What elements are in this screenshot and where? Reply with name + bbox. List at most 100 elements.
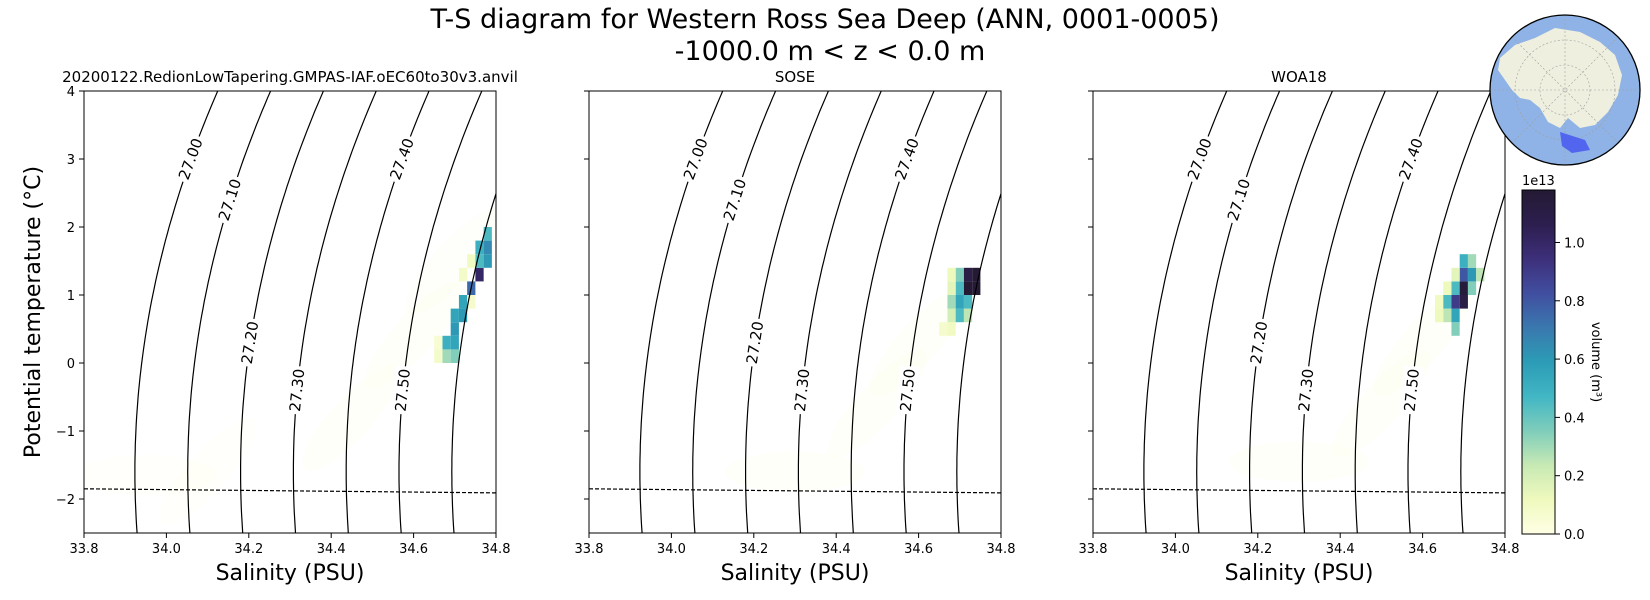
antarctica-landmass (1498, 28, 1622, 128)
density-contour (187, 91, 272, 533)
x-tick-label: 34.6 (904, 542, 933, 557)
y-tick-label: −2 (56, 493, 75, 508)
heatmap-cell (434, 349, 443, 363)
density-contour (292, 91, 377, 533)
freezing-line (589, 488, 1001, 494)
freezing-line (84, 488, 496, 494)
contour-label: 27.60 (997, 136, 1029, 183)
y-tick-label: 0 (67, 357, 75, 372)
density-contour (1460, 191, 1505, 533)
contour-label: 27.50 (897, 368, 919, 413)
density-contour (1619, 91, 1650, 533)
inset-border (1489, 14, 1641, 166)
low-volume-region (84, 455, 216, 496)
contour-label: 27.20 (238, 320, 262, 365)
heatmap-cell (1467, 281, 1477, 295)
heatmap-cell (947, 267, 956, 282)
x-tick-label: 33.8 (70, 542, 99, 557)
colorbar-tick-label: 0.2 (1564, 470, 1585, 485)
x-tick-label: 34.4 (1326, 542, 1355, 557)
colorbar: 1e13 volume (m³) 0.0 0.2 0.4 0.6 0.8 1.0 (1521, 174, 1603, 543)
contour-label-bg (653, 461, 673, 509)
y-tick-label: 3 (67, 153, 75, 168)
contour-label: 27.10 (215, 177, 245, 223)
heatmap-cell (939, 322, 948, 336)
density-contour (1063, 91, 1146, 533)
x-tick-label: 34.6 (399, 542, 428, 557)
contour-label: 27.30 (1295, 368, 1317, 413)
heatmap-cell (434, 335, 443, 350)
density-contour (797, 91, 882, 533)
x-tick-label: 34.8 (987, 542, 1016, 557)
heatmap-cell (1451, 267, 1460, 282)
low-volume-region (725, 451, 865, 492)
contour-label-bg (213, 173, 247, 226)
heatmap-cell (947, 322, 956, 336)
contour-label-bg (678, 133, 714, 185)
contour-label-bg (889, 133, 925, 185)
x-tick-label: 33.8 (1079, 542, 1108, 557)
contour-label: 27.60 (492, 136, 524, 183)
low-volume-region (405, 207, 496, 315)
heatmap-cell (450, 335, 459, 350)
contour-label: 27.50 (1401, 368, 1423, 413)
x-tick-label: 34.0 (152, 542, 181, 557)
heatmap-cell (483, 254, 492, 268)
density-contour (956, 191, 1001, 533)
heatmap-cell (955, 308, 964, 323)
contour-label: 27.10 (720, 177, 750, 223)
contour-label: 27.20 (743, 320, 767, 365)
axes-frame (1092, 90, 1506, 534)
heatmap-cell (963, 295, 973, 309)
heatmap-cell (442, 335, 451, 350)
density-contour (240, 91, 324, 533)
contour-label-bg (496, 365, 521, 415)
antarctic-peninsula (1470, 46, 1490, 60)
heatmap-cell (947, 281, 956, 295)
density-contour (1196, 91, 1281, 533)
low-volume-region (302, 363, 401, 472)
contour-label-bg (895, 365, 921, 416)
density-contour (451, 191, 496, 533)
x-axis-label: Salinity (PSU) (721, 561, 870, 586)
low-volume-region (869, 288, 968, 397)
heatmap-cell (475, 254, 484, 268)
heatmap-cell (1434, 308, 1444, 323)
heatmap-cell (955, 267, 964, 282)
contour-label: 27.80 (1053, 436, 1072, 479)
contour-label-bg (1399, 365, 1425, 416)
contour-label: 27.00 (680, 136, 712, 183)
contour-label-bg (718, 173, 752, 226)
x-tick-label: 33.8 (575, 542, 604, 557)
heatmap-cell (1443, 295, 1452, 309)
colorbar-tick-label: 1.0 (1564, 236, 1585, 251)
x-tick-label: 34.2 (1243, 542, 1272, 557)
density-contour (505, 91, 588, 533)
contour-label-bg (1393, 133, 1429, 185)
contour-label: 27.70 (497, 368, 519, 413)
panel-title: 20200122.RedionLowTapering.GMPAS-IAF.oEC… (62, 68, 518, 86)
heatmap-cell (963, 281, 973, 295)
colorbar-exponent: 1e13 (1522, 174, 1555, 189)
region-polygon (1560, 132, 1590, 153)
y-axis-label: Potential temperature (°C) (21, 166, 46, 458)
x-tick-label: 34.6 (1408, 542, 1437, 557)
heatmap-cell (1443, 281, 1452, 295)
density-contour (692, 91, 777, 533)
heatmap-cell (442, 349, 451, 363)
heatmap-cell (475, 267, 484, 282)
x-tick-label: 34.8 (482, 542, 511, 557)
x-tick-label: 34.0 (1161, 542, 1190, 557)
heatmap-cell (1467, 254, 1477, 268)
heatmap-cell (972, 267, 981, 282)
freezing-line (1093, 488, 1505, 494)
x-axis-label: Salinity (PSU) (216, 561, 365, 586)
colorbar-tick-label: 0.4 (1564, 411, 1585, 426)
low-volume-region (158, 418, 257, 526)
heatmap-cell (450, 322, 459, 336)
contour-label: 27.90 (1611, 388, 1632, 432)
contour-label: 27.20 (1247, 320, 1271, 365)
contour-label-bg (1245, 317, 1273, 368)
contour-label: 28.00 (1159, 464, 1177, 507)
